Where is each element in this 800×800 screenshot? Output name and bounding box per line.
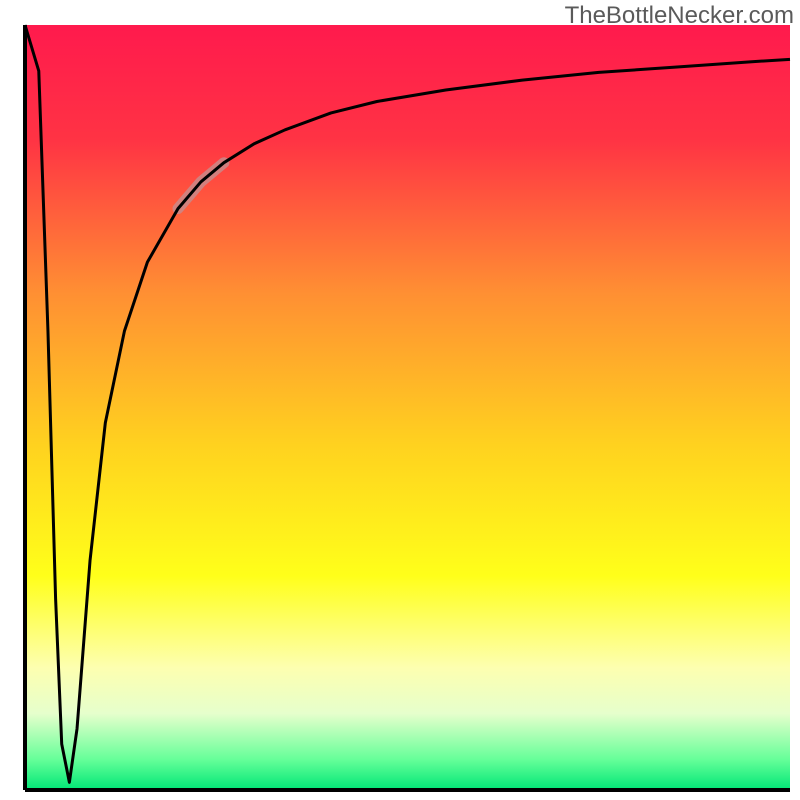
watermark-text: TheBottleNecker.com <box>565 2 794 30</box>
bottleneck-curve <box>25 25 790 782</box>
chart-canvas: TheBottleNecker.com <box>0 0 800 800</box>
curve-layer <box>0 0 800 800</box>
